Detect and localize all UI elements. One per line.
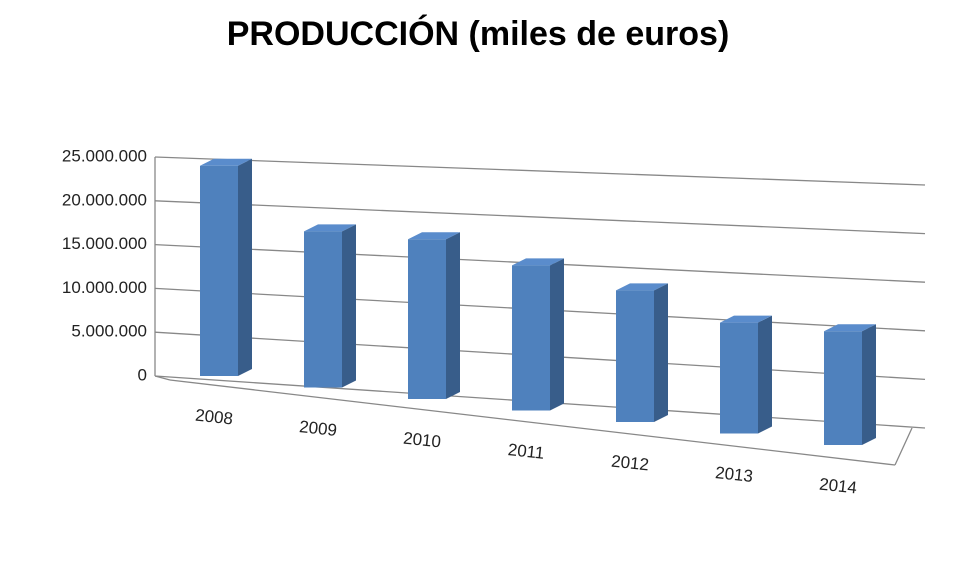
- bar-top: [720, 315, 772, 323]
- bar-top: [408, 232, 460, 240]
- bar-front: [720, 322, 758, 434]
- y-tick-label: 5.000.000: [71, 322, 147, 341]
- y-tick-label: 15.000.000: [62, 234, 147, 253]
- bar: [200, 158, 252, 376]
- bar: [512, 258, 564, 411]
- y-tick-label: 20.000.000: [62, 190, 147, 209]
- bar-side: [446, 232, 460, 399]
- y-tick-label: 0: [138, 365, 147, 384]
- bar-top: [616, 283, 668, 291]
- bar-side: [550, 258, 564, 411]
- grid-line: [154, 200, 926, 235]
- grid-line: [154, 156, 926, 186]
- bar-front: [200, 165, 238, 376]
- x-tick-label: 2010: [402, 429, 442, 452]
- chart-title: PRODUCCIÓN (miles de euros): [227, 15, 730, 53]
- bar-side: [238, 158, 252, 376]
- bar-side: [342, 224, 356, 388]
- bar-front: [304, 231, 342, 388]
- bar: [824, 324, 876, 445]
- y-tick-label: 10.000.000: [62, 278, 147, 297]
- bar-top: [824, 324, 876, 332]
- bar: [720, 315, 772, 434]
- floor-edge: [894, 427, 913, 466]
- bar: [304, 224, 356, 388]
- bar-top: [200, 158, 252, 166]
- floor-edge: [169, 379, 896, 466]
- x-tick-label: 2008: [194, 406, 234, 429]
- bar-top: [512, 258, 564, 266]
- x-tick-label: 2009: [298, 417, 338, 440]
- bar-top: [304, 224, 356, 232]
- bar-front: [512, 265, 550, 411]
- y-tick-label: 25.000.000: [62, 146, 147, 165]
- bar-side: [758, 315, 772, 434]
- bar-side: [862, 324, 876, 445]
- x-tick-label: 2013: [714, 463, 754, 486]
- bar: [616, 283, 668, 422]
- bar-front: [616, 290, 654, 422]
- x-tick-label: 2012: [610, 452, 650, 475]
- x-tick-label: 2011: [507, 440, 545, 463]
- x-tick-label: 2014: [818, 475, 858, 498]
- bar-front: [408, 239, 446, 399]
- bar: [408, 232, 460, 399]
- bar-front: [824, 331, 862, 445]
- bar-side: [654, 283, 668, 422]
